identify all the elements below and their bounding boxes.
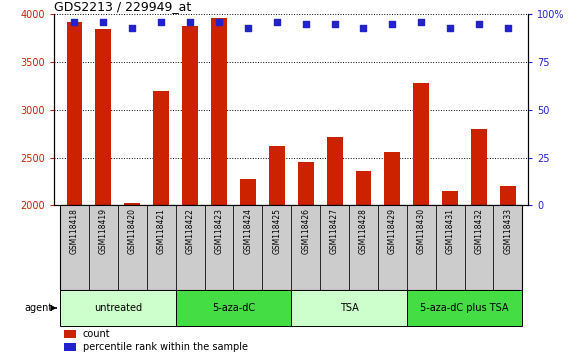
Bar (320, 205, 349, 290)
Bar (378, 205, 407, 290)
Bar (240, 178, 256, 205)
Bar (204, 205, 234, 290)
Point (70, 19, 79, 25)
Text: GDS2213 / 229949_at: GDS2213 / 229949_at (54, 0, 191, 13)
Bar (269, 146, 285, 205)
Text: GSM118419: GSM118419 (99, 208, 108, 254)
Point (243, 25, 252, 30)
Point (128, 25, 137, 30)
Text: GSM118428: GSM118428 (359, 208, 368, 254)
Bar (182, 25, 198, 205)
Bar (291, 205, 320, 290)
Point (504, 25, 513, 30)
Bar (442, 191, 458, 205)
Bar (234, 205, 262, 290)
Bar (297, 162, 313, 205)
Text: GSM118418: GSM118418 (70, 208, 79, 254)
Bar (493, 205, 522, 290)
Text: untreated: untreated (94, 303, 142, 313)
Point (417, 19, 426, 25)
Point (186, 19, 195, 25)
Text: GSM118423: GSM118423 (215, 208, 223, 254)
Bar (64, 343, 75, 351)
Text: GSM118427: GSM118427 (330, 208, 339, 254)
Bar (60, 205, 89, 290)
Text: count: count (83, 329, 110, 339)
Text: percentile rank within the sample: percentile rank within the sample (83, 342, 248, 352)
Bar (413, 83, 429, 205)
Bar (291, 290, 407, 326)
Bar (436, 205, 465, 290)
Text: GSM118425: GSM118425 (272, 208, 282, 254)
Bar (471, 129, 487, 205)
Bar (262, 205, 291, 290)
Bar (147, 205, 176, 290)
Bar (327, 137, 343, 205)
Text: agent: agent (25, 303, 53, 313)
Text: GSM118422: GSM118422 (186, 208, 195, 254)
Bar (89, 205, 118, 290)
Bar (176, 290, 291, 326)
Bar (124, 204, 140, 205)
Text: GSM118420: GSM118420 (128, 208, 137, 254)
Point (445, 25, 455, 30)
Bar (349, 205, 378, 290)
Text: GSM118433: GSM118433 (504, 208, 512, 254)
Bar (356, 171, 371, 205)
Point (214, 19, 223, 25)
Text: GSM118432: GSM118432 (475, 208, 484, 254)
Bar (95, 29, 111, 205)
Text: GSM118429: GSM118429 (388, 208, 397, 254)
Bar (384, 152, 400, 205)
Bar (64, 330, 75, 338)
Point (388, 21, 397, 27)
Point (272, 19, 282, 25)
Text: GSM118430: GSM118430 (417, 208, 426, 254)
Bar (176, 205, 204, 290)
Text: GSM118424: GSM118424 (243, 208, 252, 254)
Text: TSA: TSA (340, 303, 359, 313)
Text: 5-aza-dC: 5-aza-dC (212, 303, 255, 313)
Text: 5-aza-dC plus TSA: 5-aza-dC plus TSA (420, 303, 509, 313)
Bar (211, 18, 227, 205)
Bar (118, 205, 147, 290)
Bar (407, 205, 436, 290)
Bar (67, 22, 82, 205)
Point (301, 21, 310, 27)
Text: GSM118421: GSM118421 (156, 208, 166, 254)
Bar (500, 186, 516, 205)
Point (330, 21, 339, 27)
Bar (153, 91, 169, 205)
Text: GSM118431: GSM118431 (445, 208, 455, 254)
Bar (465, 205, 493, 290)
Text: GSM118426: GSM118426 (301, 208, 310, 254)
Point (475, 21, 484, 27)
Point (99, 19, 108, 25)
Bar (60, 290, 176, 326)
Point (156, 19, 166, 25)
Bar (407, 290, 522, 326)
Point (359, 25, 368, 30)
